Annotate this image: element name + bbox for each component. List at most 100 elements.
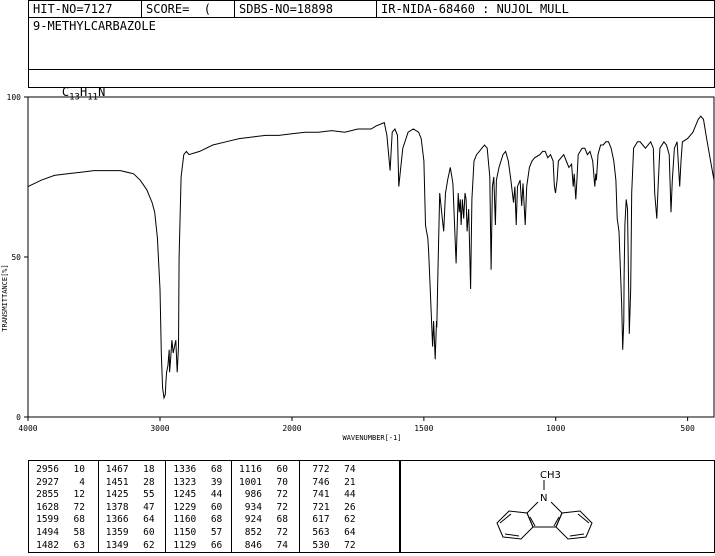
peak-row: 846 74 [236, 540, 295, 553]
peak-transmittance: 74 [344, 464, 356, 475]
peak-row: 741 44 [304, 489, 395, 502]
peak-row: 1482 63 [33, 540, 94, 553]
peak-wavenumber: 1001 [239, 476, 262, 488]
peak-wavenumber: 846 [244, 539, 262, 551]
peak-transmittance: 26 [344, 501, 356, 513]
peak-transmittance: 72 [73, 501, 85, 513]
peak-wavenumber: 1467 [105, 464, 129, 475]
peak-wavenumber: 1451 [105, 476, 129, 488]
peak-row: 1336 68 [170, 464, 227, 477]
peak-wavenumber: 934 [244, 501, 262, 513]
peak-transmittance: 28 [143, 476, 155, 488]
peak-wavenumber: 1425 [105, 489, 129, 501]
peak-transmittance: 64 [344, 526, 356, 538]
compound-name-box: 9-METHYLCARBAZOLE [28, 17, 715, 70]
peak-transmittance: 12 [73, 489, 85, 501]
peak-row: 1150 57 [170, 527, 227, 540]
peak-row: 2855 12 [33, 489, 94, 502]
molecule-structure: CH3 N [496, 470, 593, 540]
peak-wavenumber: 1150 [173, 526, 197, 538]
peak-wavenumber: 1160 [173, 514, 197, 526]
peak-wavenumber: 741 [312, 489, 330, 501]
peak-transmittance: 60 [276, 464, 288, 475]
peak-row: 1116 60 [236, 464, 295, 477]
peak-row: 563 64 [304, 527, 395, 540]
peak-row: 530 72 [304, 540, 395, 553]
x-tick-label: 500 [680, 424, 695, 433]
peak-wavenumber: 1349 [105, 539, 129, 551]
peak-transmittance: 10 [73, 464, 85, 475]
peak-wavenumber: 530 [312, 539, 330, 551]
peak-wavenumber: 1116 [239, 464, 262, 475]
peak-row: 1129 66 [170, 540, 227, 553]
peak-wavenumber: 746 [312, 476, 330, 488]
score-field: SCORE= ( ) [141, 0, 234, 18]
peak-row: 617 62 [304, 514, 395, 527]
x-axis-label: WAVENUMBER[-1] [342, 434, 401, 442]
y-tick-label: 100 [7, 93, 22, 102]
peak-row: 1628 72 [33, 502, 94, 515]
peak-wavenumber: 1245 [173, 489, 197, 501]
peak-table-column: 1116 60 1001 70 986 72 934 72 924 68 852 72 846 74 [232, 461, 300, 552]
peak-transmittance: 44 [210, 489, 223, 501]
peak-row: 1425 55 [103, 489, 162, 502]
peak-table-column: 2956 10 2927 4 2855 12 1628 72 1599 68 1494 58 1482 6… [29, 461, 99, 552]
peak-wavenumber: 986 [244, 489, 262, 501]
peak-table: 2956 10 2927 4 2855 12 1628 72 1599 68 1494 58 1482 6… [28, 460, 400, 553]
peak-transmittance: 47 [143, 501, 155, 513]
peak-row: 2956 10 [33, 464, 94, 477]
nitrogen-atom: N [540, 493, 547, 504]
x-tick-label: 2000 [282, 424, 301, 433]
compound-name: 9-METHYLCARBAZOLE [33, 19, 156, 33]
peak-transmittance: 66 [210, 539, 223, 551]
peak-wavenumber: 1336 [173, 464, 197, 475]
peak-row: 1451 28 [103, 477, 162, 490]
peak-transmittance: 72 [276, 501, 288, 513]
peak-row: 1001 70 [236, 477, 295, 490]
peak-wavenumber: 1494 [36, 526, 59, 538]
peak-transmittance: 60 [143, 526, 155, 538]
y-tick-label: 0 [16, 413, 21, 422]
peak-transmittance: 4 [79, 476, 85, 488]
hit-no-field: HIT-NO=7127 [28, 0, 141, 18]
peak-transmittance: 57 [210, 526, 223, 538]
carbazole-rings [496, 501, 593, 540]
peak-row: 1349 62 [103, 540, 162, 553]
peak-table-column: 772 74 746 21 741 44 721 26 617 62 563 64 530 72 [300, 461, 399, 552]
peak-row: 924 68 [236, 514, 295, 527]
plot-frame [27, 96, 715, 418]
peak-table-column: 1467 18 1451 28 1425 55 1378 47 1366 64 1359 60 1349… [99, 461, 167, 552]
peak-wavenumber: 2927 [36, 476, 59, 488]
peak-row: 1160 68 [170, 514, 227, 527]
peak-row: 1378 47 [103, 502, 162, 515]
ir-nida-field: IR-NIDA-68460 : NUJOL MULL [376, 0, 715, 18]
peak-row: 746 21 [304, 477, 395, 490]
peak-transmittance: 63 [73, 539, 85, 551]
structure-box: CH3 N [400, 460, 715, 553]
peak-wavenumber: 852 [244, 526, 262, 538]
spectrum-series-line [27, 115, 715, 400]
peak-transmittance: 64 [143, 514, 155, 526]
peak-row: 1494 58 [33, 527, 94, 540]
peak-row: 721 26 [304, 502, 395, 515]
peak-row: 2927 4 [33, 477, 94, 490]
x-tick-label: 1500 [414, 424, 433, 433]
header-bar: HIT-NO=7127 SCORE= ( ) SDBS-NO=18898 IR-… [28, 0, 715, 18]
peak-transmittance: 60 [210, 501, 223, 513]
peak-transmittance: 68 [210, 464, 223, 475]
peak-wavenumber: 1323 [173, 476, 197, 488]
x-tick-label: 4000 [18, 424, 37, 433]
peak-wavenumber: 924 [244, 514, 262, 526]
peak-row: 772 74 [304, 464, 395, 477]
peak-wavenumber: 1359 [105, 526, 129, 538]
peak-transmittance: 72 [276, 526, 288, 538]
peak-transmittance: 18 [143, 464, 155, 475]
peak-transmittance: 62 [143, 539, 155, 551]
peak-transmittance: 72 [276, 489, 288, 501]
peak-row: 852 72 [236, 527, 295, 540]
peak-transmittance: 44 [344, 489, 356, 501]
peak-wavenumber: 772 [312, 464, 330, 475]
y-axis-label: TRANSMITTANCE[%] [1, 264, 9, 331]
peak-wavenumber: 1599 [36, 514, 59, 526]
